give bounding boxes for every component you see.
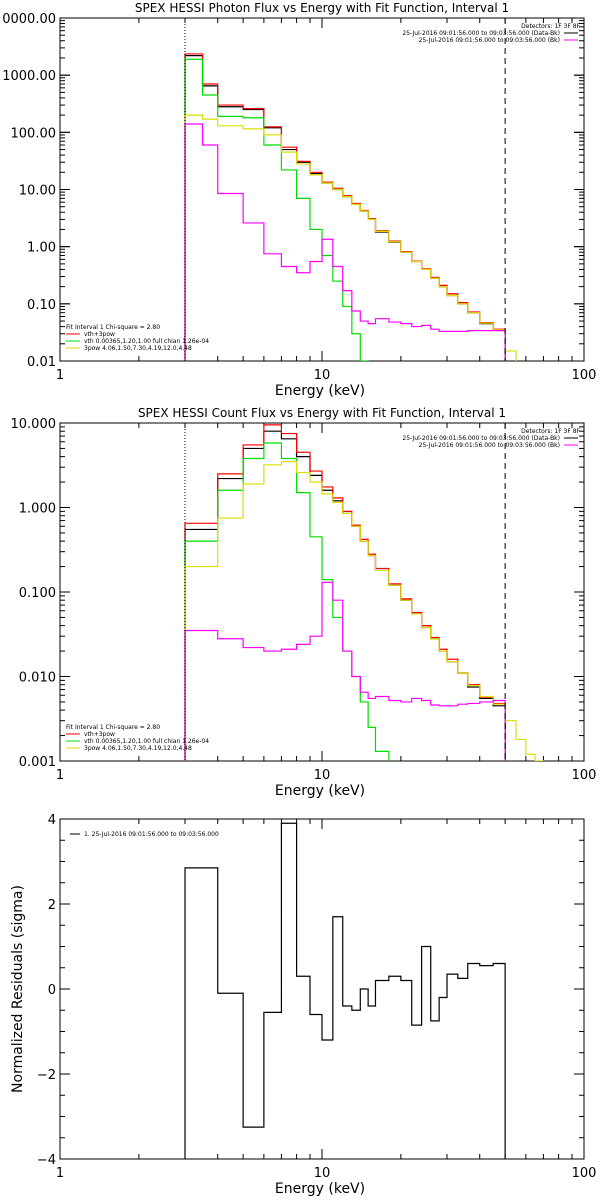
fit-legend-entry: 3pow 4.06,1.50,7.30,4.19,12.0,4.48: [84, 345, 192, 352]
detectors-label: Detectors: 1F 3F 8F: [521, 23, 580, 30]
fit-legend-entry: vth 0.00365,1.20,1.00 full chian 1.26e-0…: [84, 338, 209, 345]
series-line-3pow: [184, 460, 545, 761]
time-range-label: 25-Jul-2016 09:01:56.000 to 09:03:56.000…: [419, 442, 560, 449]
y-tick-label: 0.001: [19, 755, 56, 770]
fit-legend-entry: vth+3pow: [84, 731, 115, 738]
series-line-1-25-jul-2016-09-01-56-000-to-09-03-56-000: [184, 822, 506, 1159]
time-range-label: 25-Jul-2016 09:01:56.000 to 09:03:56.000…: [402, 30, 560, 37]
y-tick-label: 0.10: [27, 298, 56, 313]
x-tick-label: 1: [56, 368, 64, 383]
series-line-bk: [184, 123, 506, 361]
x-axis-label: Energy (keV): [275, 383, 365, 399]
series-line-vth: [184, 442, 390, 761]
y-tick-label: 10.00: [19, 184, 56, 199]
y-tick-label: 1000.00: [2, 69, 56, 84]
fit-legend-entry: 3pow 4.06,1.50,7.30,4.19,12.0,4.48: [84, 745, 192, 752]
residual-legend-label: 1. 25-Jul-2016 09:01:56.000 to 09:03:56.…: [84, 831, 219, 838]
chart-panel-1: SPEX HESSI Photon Flux vs Energy with Fi…: [2, 1, 596, 399]
detectors-label: Detectors: 1F 3F 8F: [521, 428, 580, 435]
y-tick-label: 1.00: [27, 241, 56, 256]
x-tick-label: 10: [314, 368, 331, 383]
chart-title: SPEX HESSI Photon Flux vs Energy with Fi…: [135, 1, 509, 15]
x-tick-label: 1: [56, 1166, 64, 1181]
x-tick-label: 10: [314, 1166, 331, 1181]
y-axis-label: Normalized Residuals (sigma): [10, 885, 26, 1093]
y-tick-label: −2: [37, 1068, 56, 1083]
y-tick-label: 10.000: [11, 417, 57, 432]
y-tick-label: 1.000: [19, 502, 56, 517]
series-line-3pow: [184, 114, 517, 361]
y-tick-label: 0.010: [19, 671, 56, 686]
fit-legend-entry: Fit Interval 1 Chi-square = 2.80: [66, 724, 160, 731]
chart-title: SPEX HESSI Count Flux vs Energy with Fit…: [138, 406, 506, 420]
x-axis-label: Energy (keV): [275, 783, 365, 799]
chart-panel-3: 1 10 100 −4 −2 0 2 4 Energy (keV) Normalized Resi…: [10, 813, 596, 1197]
fit-legend-entry: Fit Interval 1 Chi-square = 2.80: [66, 324, 160, 331]
x-tick-label: 100: [572, 368, 597, 383]
fit-legend-entry: vth 0.00365,1.20,1.00 full chian 1.26e-0…: [84, 738, 209, 745]
y-tick-label: 0.100: [19, 586, 56, 601]
x-tick-label: 100: [572, 1166, 597, 1181]
time-range-label: 25-Jul-2016 09:01:56.000 to 09:03:56.000…: [419, 37, 560, 44]
x-axis-label: Energy (keV): [275, 1181, 365, 1197]
series-line-vth: [184, 58, 369, 361]
y-tick-label: −4: [37, 1153, 56, 1168]
x-tick-label: 10: [314, 768, 331, 783]
y-tick-label: 2: [48, 898, 56, 913]
y-tick-label: 100.00: [11, 126, 57, 141]
time-range-label: 25-Jul-2016 09:01:56.000 to 09:03:56.000…: [402, 435, 560, 442]
y-tick-label: 0: [48, 983, 56, 998]
y-tick-label: 0000.00: [2, 12, 56, 27]
series-line-bk: [184, 581, 506, 761]
fit-legend-entry: vth+3pow: [84, 331, 115, 338]
x-tick-label: 100: [572, 768, 597, 783]
y-tick-label: 4: [48, 813, 56, 828]
y-tick-label: 0.01: [27, 355, 56, 370]
x-tick-label: 1: [56, 768, 64, 783]
chart-panel-2: SPEX HESSI Count Flux vs Energy with Fit…: [11, 406, 597, 799]
